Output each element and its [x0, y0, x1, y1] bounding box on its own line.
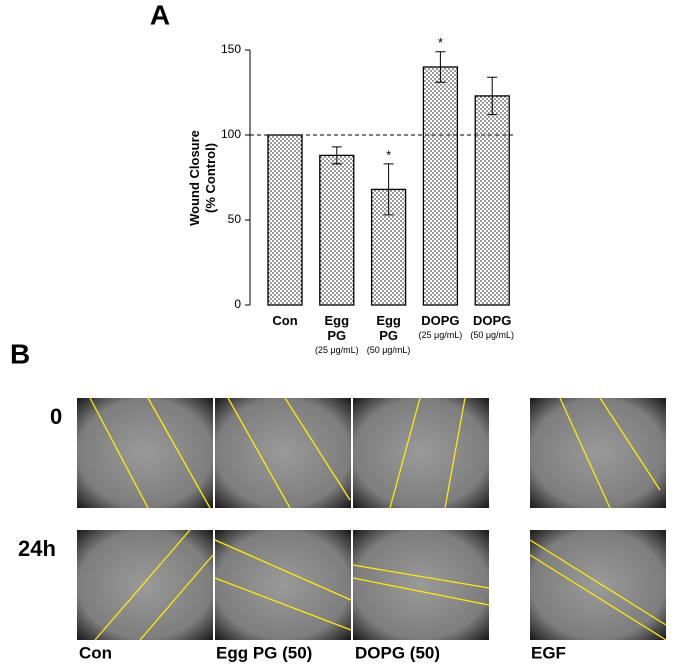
wound-edge — [352, 564, 490, 589]
x-tick-label: Con — [272, 313, 297, 328]
x-tick-label-line: Egg — [376, 313, 401, 328]
bar — [319, 154, 355, 306]
x-tick-label-line: DOPG — [421, 313, 459, 328]
y-tick-label: 150 — [221, 42, 241, 56]
micrograph — [353, 398, 489, 508]
x-tick-label-line: (50 μg/mL) — [470, 330, 514, 340]
y-axis-title-line: (% Control) — [203, 143, 218, 213]
column-label: EGF — [531, 643, 566, 662]
error-bar — [331, 146, 342, 165]
wound-edge — [352, 577, 490, 606]
x-tick-label-line: (50 μg/mL) — [367, 345, 411, 355]
x-tick-label: DOPG (25 μg/mL) — [419, 313, 463, 340]
wound-edge — [147, 397, 211, 509]
bar — [267, 134, 303, 306]
x-tick-label-line: Con — [272, 313, 297, 328]
micrograph — [353, 530, 489, 640]
error-bar — [383, 163, 394, 216]
x-tick-label: DOPG (50 μg/mL) — [470, 313, 514, 340]
micrographs: 0 24h Con Egg PG (50) DOPG (50) EGF — [18, 397, 667, 662]
error-bar — [487, 76, 498, 116]
micrograph — [77, 530, 213, 640]
x-tick-label-line: Egg — [325, 313, 350, 328]
y-tick-label: 100 — [221, 127, 241, 141]
x-tick-label-line: (25 μg/mL) — [419, 330, 463, 340]
wound-edge — [214, 577, 352, 631]
y-tick-label: 50 — [228, 212, 242, 226]
wound-edge — [89, 397, 149, 509]
wound-edge — [227, 397, 291, 509]
x-tick-label-line: (25 μg/mL) — [315, 345, 359, 355]
panel-label: A — [150, 0, 170, 30]
wound-edge — [389, 397, 421, 509]
column-label: Con — [79, 643, 112, 662]
wound-edge — [529, 539, 667, 626]
micrograph — [215, 530, 351, 640]
x-tick-label-line: DOPG — [473, 313, 511, 328]
micrograph — [215, 398, 351, 508]
bar — [474, 95, 510, 306]
micrograph — [530, 398, 666, 508]
panel-label: B — [10, 338, 30, 369]
significance: * — [438, 35, 443, 50]
wound-edge — [139, 554, 214, 641]
row-label: 24h — [18, 536, 56, 561]
error-bar — [435, 51, 446, 83]
significance: * — [386, 147, 391, 162]
wound-edge — [529, 554, 667, 641]
x-tick-label-line: PG — [379, 328, 398, 343]
y-tick-label: 0 — [234, 297, 241, 311]
bar — [422, 66, 459, 306]
row-label: 0 — [50, 404, 62, 429]
wound-edge — [284, 397, 351, 501]
wound-edge — [599, 397, 661, 491]
micrograph — [530, 530, 666, 640]
wound-edge — [214, 539, 352, 601]
micrograph — [77, 398, 213, 508]
wound-edge — [94, 529, 191, 641]
y-axis-title-line: Wound Closure — [187, 130, 202, 226]
column-label: Egg PG (50) — [216, 643, 312, 662]
x-tick-label-line: PG — [327, 328, 346, 343]
x-tick-label: Egg PG (50 μg/mL) — [367, 313, 411, 355]
wound-edge — [444, 397, 466, 509]
wound-edge — [559, 397, 611, 509]
y-axis-title: Wound Closure(% Control) — [187, 130, 218, 226]
column-label: DOPG (50) — [355, 643, 440, 662]
x-tick-label: Egg PG (25 μg/mL) — [315, 313, 359, 355]
